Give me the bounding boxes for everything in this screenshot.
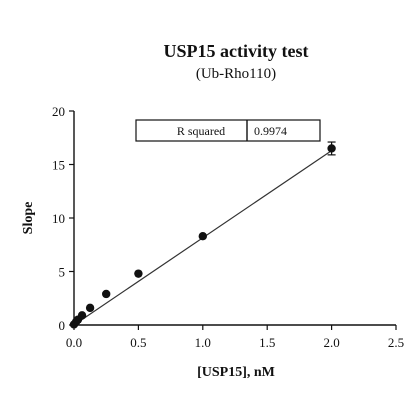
x-tick-label: 0.0 — [66, 335, 82, 350]
data-point — [134, 269, 143, 278]
y-tick-label: 5 — [59, 265, 66, 280]
data-point — [102, 289, 111, 299]
r-squared-table: R squared 0.9974 — [135, 119, 321, 142]
r-squared-value: 0.9974 — [254, 124, 287, 138]
data-point — [198, 231, 207, 241]
x-tick-label: 1.0 — [195, 335, 211, 350]
x-axis-label: [USP15], nM — [197, 365, 275, 380]
y-tick-label: 0 — [59, 318, 66, 333]
y-tick-label: 15 — [52, 158, 65, 173]
data-point — [327, 144, 336, 153]
data-points — [69, 141, 336, 329]
r-squared-label: R squared — [177, 124, 225, 138]
x-tick-label: 2.0 — [323, 335, 339, 350]
chart-subtitle: (Ub-Rho110) — [196, 66, 276, 82]
data-point — [77, 311, 87, 320]
y-tick-label: 20 — [52, 104, 65, 119]
y-axis-label: Slope — [21, 202, 36, 235]
r-squared-table-frame — [135, 119, 321, 142]
y-tick-label: 10 — [52, 211, 65, 226]
chart-title: USP15 activity test — [164, 41, 309, 61]
x-tick-label: 1.5 — [259, 335, 275, 350]
x-tick-label: 0.5 — [130, 335, 146, 350]
axes: 0.0 0.5 1.0 1.5 2.0 2.5 0 5 10 15 20 — [52, 104, 404, 350]
data-point — [85, 303, 95, 313]
x-tick-label: 2.5 — [388, 335, 404, 350]
